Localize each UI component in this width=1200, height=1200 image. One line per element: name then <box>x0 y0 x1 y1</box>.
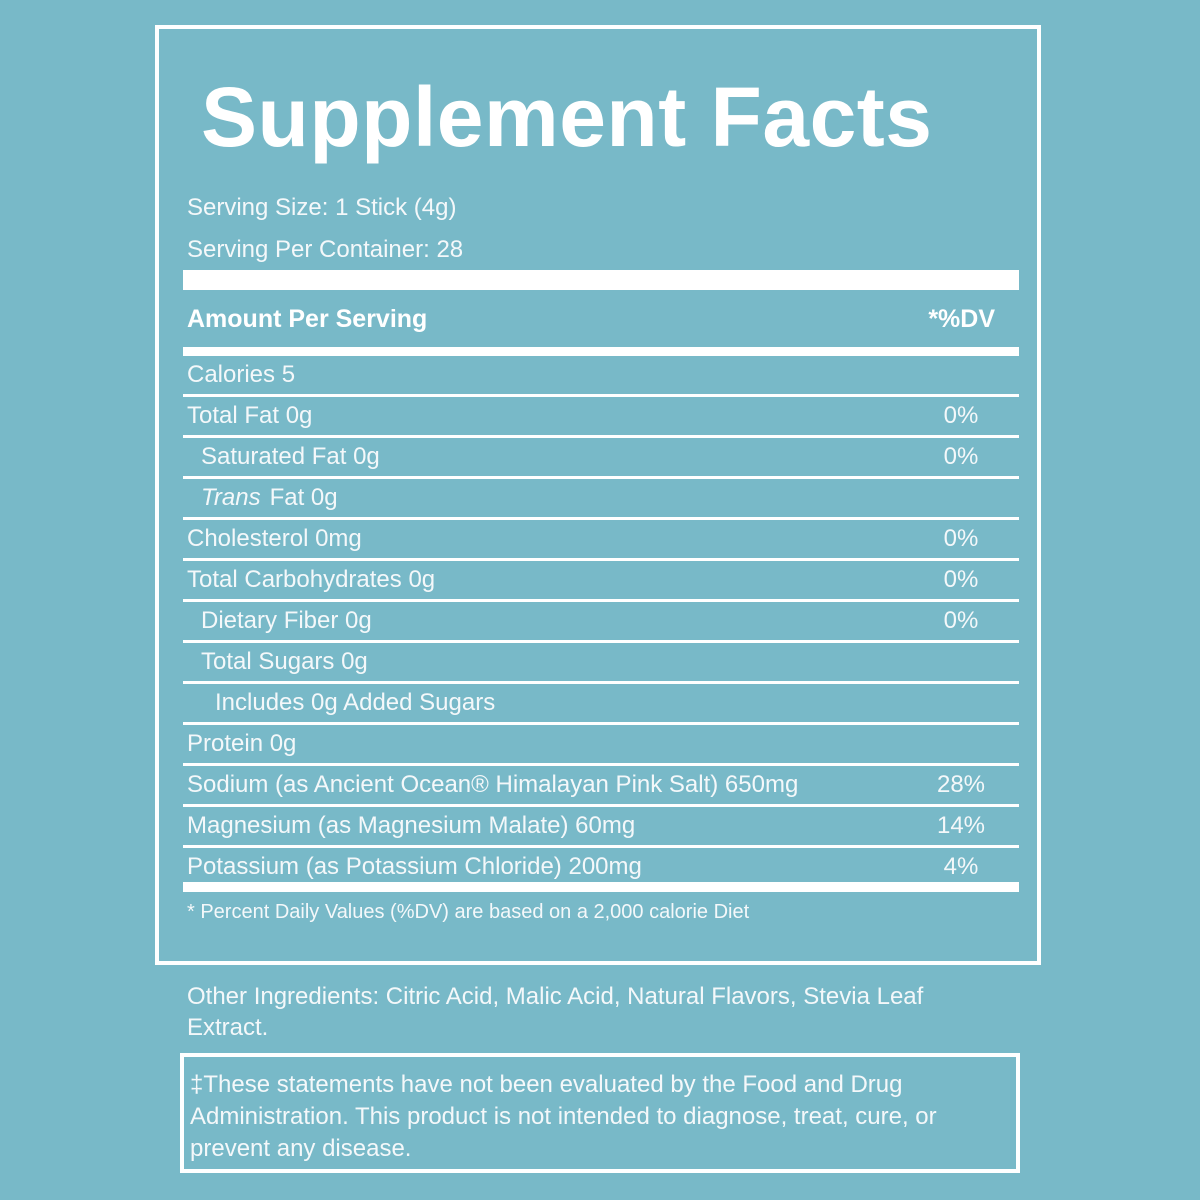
daily-value-footnote: * Percent Daily Values (%DV) are based o… <box>187 901 750 923</box>
nutrient-row-total-carbohydrates: Total Carbohydrates 0g 0% <box>183 561 1019 602</box>
servings-per-container: Serving Per Container: 28 <box>187 236 464 263</box>
nutrient-name: Dietary Fiber 0g <box>201 607 372 634</box>
nutrient-name: Saturated Fat 0g <box>201 443 380 470</box>
nutrient-row-added-sugars: Includes 0g Added Sugars <box>183 684 1019 725</box>
medium-divider <box>183 347 1019 356</box>
nutrient-name: Potassium (as Potassium Chloride) 200mg <box>187 853 642 880</box>
bottom-divider <box>183 882 1019 892</box>
nutrient-row-dietary-fiber: Dietary Fiber 0g 0% <box>183 602 1019 643</box>
nutrient-name: Total Fat 0g <box>187 402 313 429</box>
nutrient-name: Protein 0g <box>187 730 297 757</box>
nutrient-name: Trans Fat 0g <box>183 484 338 512</box>
supplement-facts-panel: Supplement Facts Serving Size: 1 Stick (… <box>155 25 1041 965</box>
nutrient-dv: 0% <box>943 566 979 593</box>
nutrient-row-trans-fat: Trans Fat 0g <box>183 479 1019 520</box>
fda-disclaimer: ‡These statements have not been evaluate… <box>180 1053 1020 1173</box>
trans-fat-value: Fat 0g <box>269 484 338 511</box>
nutrient-name: Cholesterol 0mg <box>187 525 362 552</box>
nutrient-row-total-sugars: Total Sugars 0g <box>183 643 1019 684</box>
nutrient-row-calories: Calories 5 <box>183 356 1019 397</box>
dv-header-label: *%DV <box>928 305 995 333</box>
nutrient-dv: 4% <box>943 853 979 880</box>
nutrient-row-sodium: Sodium (as Ancient Ocean® Himalayan Pink… <box>183 766 1019 807</box>
nutrient-row-saturated-fat: Saturated Fat 0g 0% <box>183 438 1019 479</box>
nutrient-dv: 0% <box>943 443 979 470</box>
nutrient-dv: 0% <box>943 525 979 552</box>
disclaimer-text: ‡These statements have not been evaluate… <box>190 1071 937 1162</box>
panel-title: Supplement Facts <box>201 70 933 164</box>
nutrient-name: Total Carbohydrates 0g <box>187 566 436 593</box>
other-ingredients: Other Ingredients: Citric Acid, Malic Ac… <box>187 983 924 1041</box>
nutrient-name: Includes 0g Added Sugars <box>215 689 496 716</box>
nutrient-row-cholesterol: Cholesterol 0mg 0% <box>183 520 1019 561</box>
trans-italic-label: Trans <box>201 484 261 511</box>
nutrient-dv: 0% <box>943 607 979 634</box>
amount-header: Amount Per Serving *%DV <box>187 305 995 334</box>
nutrient-name: Total Sugars 0g <box>201 648 368 675</box>
nutrient-row-total-fat: Total Fat 0g 0% <box>183 397 1019 438</box>
nutrient-name: Magnesium (as Magnesium Malate) 60mg <box>187 812 636 839</box>
nutrient-dv: 0% <box>943 402 979 429</box>
nutrient-row-protein: Protein 0g <box>183 725 1019 766</box>
thick-divider <box>183 270 1019 290</box>
nutrient-rows: Calories 5 Total Fat 0g 0% Saturated Fat… <box>183 356 1019 886</box>
serving-size: Serving Size: 1 Stick (4g) <box>187 194 457 221</box>
nutrient-dv: 14% <box>936 812 986 839</box>
nutrient-name: Calories 5 <box>187 361 296 388</box>
amount-per-serving-label: Amount Per Serving <box>187 305 428 333</box>
nutrient-row-magnesium: Magnesium (as Magnesium Malate) 60mg 14% <box>183 807 1019 848</box>
nutrient-name: Sodium (as Ancient Ocean® Himalayan Pink… <box>187 771 799 798</box>
nutrient-row-potassium: Potassium (as Potassium Chloride) 200mg … <box>183 848 1019 886</box>
nutrient-dv: 28% <box>936 771 986 798</box>
